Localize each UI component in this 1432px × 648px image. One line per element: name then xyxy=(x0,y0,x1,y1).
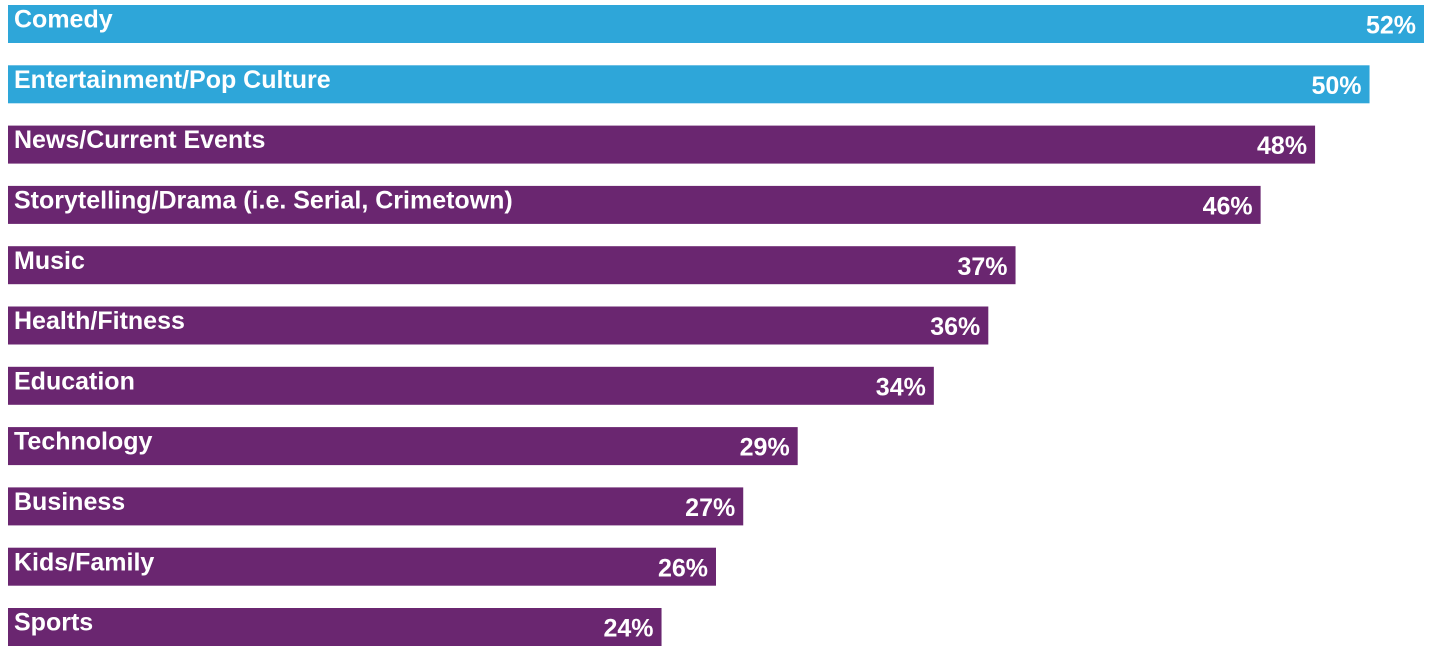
bar xyxy=(8,427,798,466)
value-label: 52% xyxy=(1366,12,1416,40)
category-label: Health/Fitness xyxy=(14,307,185,335)
bar xyxy=(8,5,1424,43)
bar xyxy=(8,65,1370,104)
category-label: Sports xyxy=(14,609,93,637)
bar xyxy=(8,306,989,345)
bar xyxy=(8,487,744,526)
bar xyxy=(8,125,1316,164)
value-label: 27% xyxy=(685,494,735,522)
value-label: 46% xyxy=(1203,193,1253,221)
value-label: 36% xyxy=(930,313,980,341)
value-label: 50% xyxy=(1311,72,1361,100)
bar xyxy=(8,547,716,586)
value-label: 48% xyxy=(1257,132,1307,160)
category-label: Storytelling/Drama (i.e. Serial, Crimeto… xyxy=(14,187,513,215)
bar xyxy=(8,366,934,405)
bar xyxy=(8,246,1016,285)
value-label: 24% xyxy=(603,615,653,643)
category-label: Business xyxy=(14,488,125,516)
value-label: 26% xyxy=(658,554,708,582)
category-label: Kids/Family xyxy=(14,548,154,576)
value-label: 34% xyxy=(876,373,926,401)
category-label: Education xyxy=(14,367,135,395)
bar xyxy=(8,185,1261,224)
bar xyxy=(8,608,662,646)
value-label: 37% xyxy=(957,253,1007,281)
category-label: News/Current Events xyxy=(14,126,265,154)
category-label: Entertainment/Pop Culture xyxy=(14,66,331,94)
value-label: 29% xyxy=(740,434,790,462)
category-label: Music xyxy=(14,247,85,275)
category-label: Technology xyxy=(14,428,153,456)
category-label: Comedy xyxy=(14,6,113,34)
